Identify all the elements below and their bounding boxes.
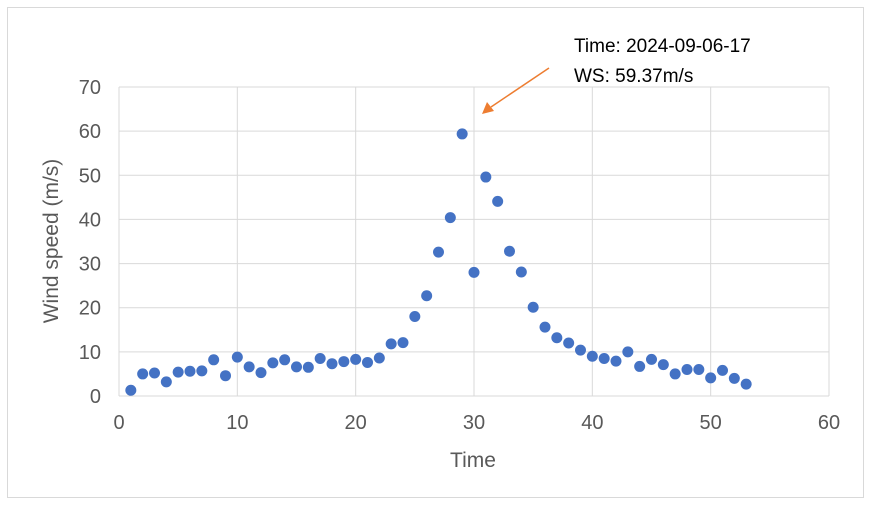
y-tick-label: 30 (79, 254, 101, 276)
data-point (350, 353, 362, 365)
data-point (314, 352, 326, 364)
data-point (598, 352, 610, 364)
x-tick-label: 50 (700, 412, 722, 434)
y-tick-label: 50 (79, 165, 101, 187)
data-point (681, 364, 693, 376)
data-point (728, 372, 740, 384)
data-point (504, 245, 515, 257)
data-point (563, 337, 575, 349)
data-point (302, 361, 314, 373)
data-point (208, 354, 220, 366)
data-point (468, 266, 480, 278)
data-point (137, 368, 149, 380)
data-point (184, 365, 196, 377)
data-point (326, 358, 338, 370)
data-point (669, 368, 681, 380)
y-tick-label: 70 (79, 77, 101, 99)
data-point (409, 311, 421, 323)
data-points (125, 128, 752, 396)
data-point (149, 367, 160, 379)
x-tick-label: 20 (345, 412, 367, 434)
annotation-ws-label: WS: 59.37m/s (574, 66, 693, 87)
peak-annotation: Time: 2024-09-06-17 WS: 59.37m/s (482, 36, 751, 114)
data-point (421, 290, 433, 302)
data-point (433, 246, 444, 258)
data-point (220, 370, 231, 382)
y-tick-label: 0 (90, 386, 101, 408)
data-point (622, 346, 634, 358)
data-point (717, 364, 728, 376)
x-axis-title: Time (450, 449, 496, 472)
data-point (586, 350, 598, 362)
x-tick-label: 60 (818, 412, 840, 434)
data-point (196, 365, 208, 377)
chart-frame (7, 7, 864, 498)
x-tick-labels: 0 10 20 30 40 50 60 (113, 412, 840, 434)
data-point (539, 321, 551, 333)
y-tick-label: 40 (79, 209, 101, 231)
data-point (740, 378, 752, 390)
data-point (160, 376, 172, 388)
y-tick-labels: 0 10 20 30 40 50 60 70 (79, 77, 101, 408)
data-point (515, 266, 527, 278)
x-tick-label: 0 (113, 412, 124, 434)
data-point (279, 354, 291, 366)
data-point (243, 361, 255, 373)
data-point (693, 364, 705, 376)
annotation-arrow-head (482, 102, 494, 114)
annotation-arrow (490, 67, 550, 108)
data-point (646, 353, 657, 365)
data-point (397, 337, 409, 349)
data-point (492, 195, 504, 207)
data-point (362, 356, 373, 368)
data-point (444, 212, 456, 224)
data-point (338, 356, 350, 368)
x-tick-label: 40 (581, 412, 603, 434)
data-point (657, 359, 669, 371)
y-tick-label: 60 (79, 121, 101, 143)
data-point (125, 384, 137, 396)
data-point (610, 355, 622, 367)
annotation-time-label: Time: 2024-09-06-17 (574, 36, 751, 57)
y-axis-title: Wind speed (m/s) (40, 159, 63, 324)
y-tick-label: 10 (79, 342, 101, 364)
data-point (255, 367, 267, 379)
data-point (480, 171, 492, 183)
data-point (267, 357, 279, 369)
data-point (172, 366, 184, 378)
gridlines (118, 86, 830, 397)
data-point (634, 360, 646, 372)
x-tick-label: 30 (463, 412, 485, 434)
data-point (231, 351, 243, 363)
data-point (551, 332, 563, 344)
data-point (291, 361, 302, 373)
data-point (575, 344, 586, 356)
x-tick-label: 10 (226, 412, 248, 434)
y-tick-label: 20 (79, 298, 101, 320)
data-point (527, 301, 539, 313)
data-point (373, 352, 385, 364)
data-point (456, 128, 468, 140)
data-point (705, 372, 717, 384)
data-point (385, 338, 397, 350)
